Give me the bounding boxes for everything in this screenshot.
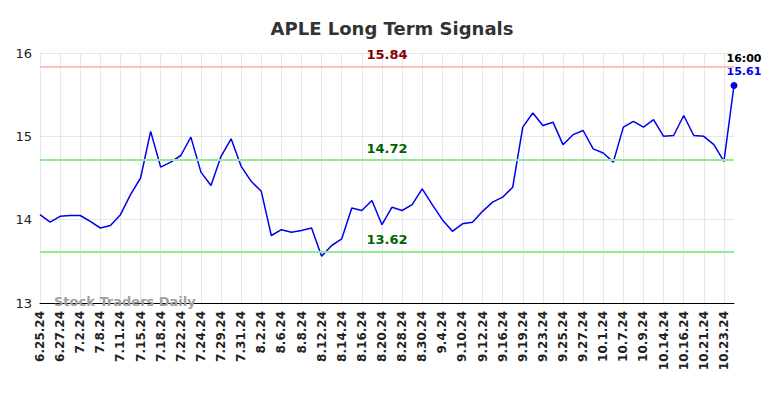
svg-text:7.11.24: 7.11.24 [113, 311, 127, 362]
svg-text:9.10.24: 9.10.24 [455, 311, 469, 362]
svg-text:16: 16 [15, 46, 32, 61]
svg-text:8.14.24: 8.14.24 [335, 311, 349, 362]
svg-text:14.72: 14.72 [366, 141, 407, 156]
svg-text:10.14.24: 10.14.24 [657, 311, 671, 370]
svg-text:8.6.24: 8.6.24 [274, 311, 288, 354]
svg-text:8.30.24: 8.30.24 [415, 311, 429, 362]
svg-text:9.12.24: 9.12.24 [476, 311, 490, 362]
svg-text:8.12.24: 8.12.24 [315, 311, 329, 362]
svg-text:15: 15 [15, 129, 32, 144]
svg-text:10.16.24: 10.16.24 [677, 311, 691, 370]
svg-text:10.21.24: 10.21.24 [697, 311, 711, 370]
svg-text:9.16.24: 9.16.24 [496, 311, 510, 362]
svg-text:13: 13 [15, 296, 32, 311]
svg-text:6.25.24: 6.25.24 [33, 311, 47, 362]
svg-text:16:00: 16:00 [727, 52, 762, 65]
svg-text:15.84: 15.84 [366, 47, 407, 62]
svg-text:14: 14 [15, 212, 32, 227]
svg-text:6.27.24: 6.27.24 [53, 311, 67, 362]
svg-text:10.23.24: 10.23.24 [717, 311, 731, 370]
svg-text:7.2.24: 7.2.24 [73, 311, 87, 354]
svg-text:8.16.24: 8.16.24 [355, 311, 369, 362]
svg-text:10.7.24: 10.7.24 [616, 311, 630, 362]
svg-text:9.4.24: 9.4.24 [435, 311, 449, 354]
svg-text:15.61: 15.61 [726, 65, 762, 78]
svg-text:8.20.24: 8.20.24 [375, 311, 389, 362]
svg-text:9.25.24: 9.25.24 [556, 311, 570, 362]
svg-text:7.15.24: 7.15.24 [134, 311, 148, 362]
svg-text:10.1.24: 10.1.24 [596, 311, 610, 362]
svg-text:7.24.24: 7.24.24 [194, 311, 208, 362]
svg-text:7.22.24: 7.22.24 [174, 311, 188, 362]
svg-text:10.9.24: 10.9.24 [636, 311, 650, 362]
svg-text:APLE Long Term Signals: APLE Long Term Signals [271, 18, 514, 39]
svg-text:8.2.24: 8.2.24 [254, 311, 268, 354]
svg-text:8.8.24: 8.8.24 [295, 311, 309, 354]
svg-text:9.27.24: 9.27.24 [576, 311, 590, 362]
svg-text:7.29.24: 7.29.24 [214, 311, 228, 362]
svg-text:9.23.24: 9.23.24 [536, 311, 550, 362]
svg-text:9.19.24: 9.19.24 [516, 311, 530, 362]
svg-text:8.28.24: 8.28.24 [395, 311, 409, 362]
svg-text:7.31.24: 7.31.24 [234, 311, 248, 362]
svg-text:Stock Traders Daily: Stock Traders Daily [54, 294, 196, 309]
svg-text:13.62: 13.62 [366, 232, 407, 247]
svg-text:7.18.24: 7.18.24 [154, 311, 168, 362]
svg-text:7.8.24: 7.8.24 [93, 311, 107, 354]
